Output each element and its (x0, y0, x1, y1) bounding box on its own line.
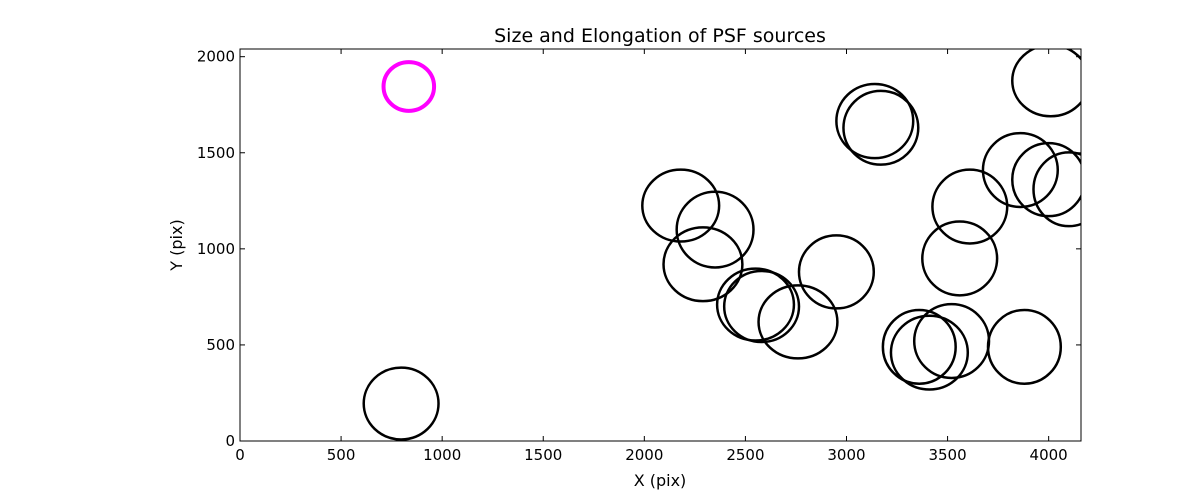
x-axis-label: X (pix) (634, 471, 687, 490)
y-axis-label: Y (pix) (167, 219, 186, 271)
source-marker (722, 269, 801, 344)
source-marker (931, 168, 1009, 245)
source-marker (981, 131, 1060, 209)
x-tick-label: 0 (235, 446, 245, 464)
y-axis: 0 500 1000 1500 2000 (197, 48, 1081, 450)
x-tick-label: 500 (327, 446, 356, 464)
y-tick-label: 1000 (197, 240, 235, 258)
x-tick-label: 2000 (625, 446, 663, 464)
source-marker (757, 284, 839, 360)
y-tick-label: 1500 (197, 144, 235, 162)
source-marker (986, 308, 1063, 385)
source-marker (881, 308, 957, 385)
source-marker (835, 82, 915, 160)
x-tick-label: 3500 (928, 446, 966, 464)
psf-sources-series (362, 49, 1081, 441)
source-marker (1011, 141, 1081, 218)
x-tick-label: 1500 (524, 446, 562, 464)
x-tick-label: 2500 (726, 446, 764, 464)
y-tick-label: 500 (206, 336, 235, 354)
x-axis: 0 500 1000 1500 2000 2500 3000 3500 4000 (235, 49, 1068, 464)
y-tick-label: 0 (225, 432, 235, 450)
x-tick-label: 1000 (423, 446, 461, 464)
x-tick-label: 3000 (827, 446, 865, 464)
plot-frame (239, 48, 1082, 442)
source-marker (662, 226, 744, 303)
source-marker (797, 234, 876, 310)
source-marker (921, 220, 999, 297)
y-tick-label: 2000 (197, 48, 235, 66)
source-marker (641, 168, 721, 243)
highlighted-source-marker (381, 60, 437, 113)
chart-title: Size and Elongation of PSF sources (494, 25, 826, 47)
source-marker (715, 267, 796, 342)
source-marker (362, 366, 440, 441)
source-marker (842, 89, 920, 166)
source-marker (1032, 151, 1081, 228)
source-marker (889, 314, 970, 391)
source-marker (912, 302, 991, 380)
source-marker (1011, 49, 1081, 118)
source-marker (675, 190, 755, 269)
x-tick-label: 4000 (1030, 446, 1068, 464)
